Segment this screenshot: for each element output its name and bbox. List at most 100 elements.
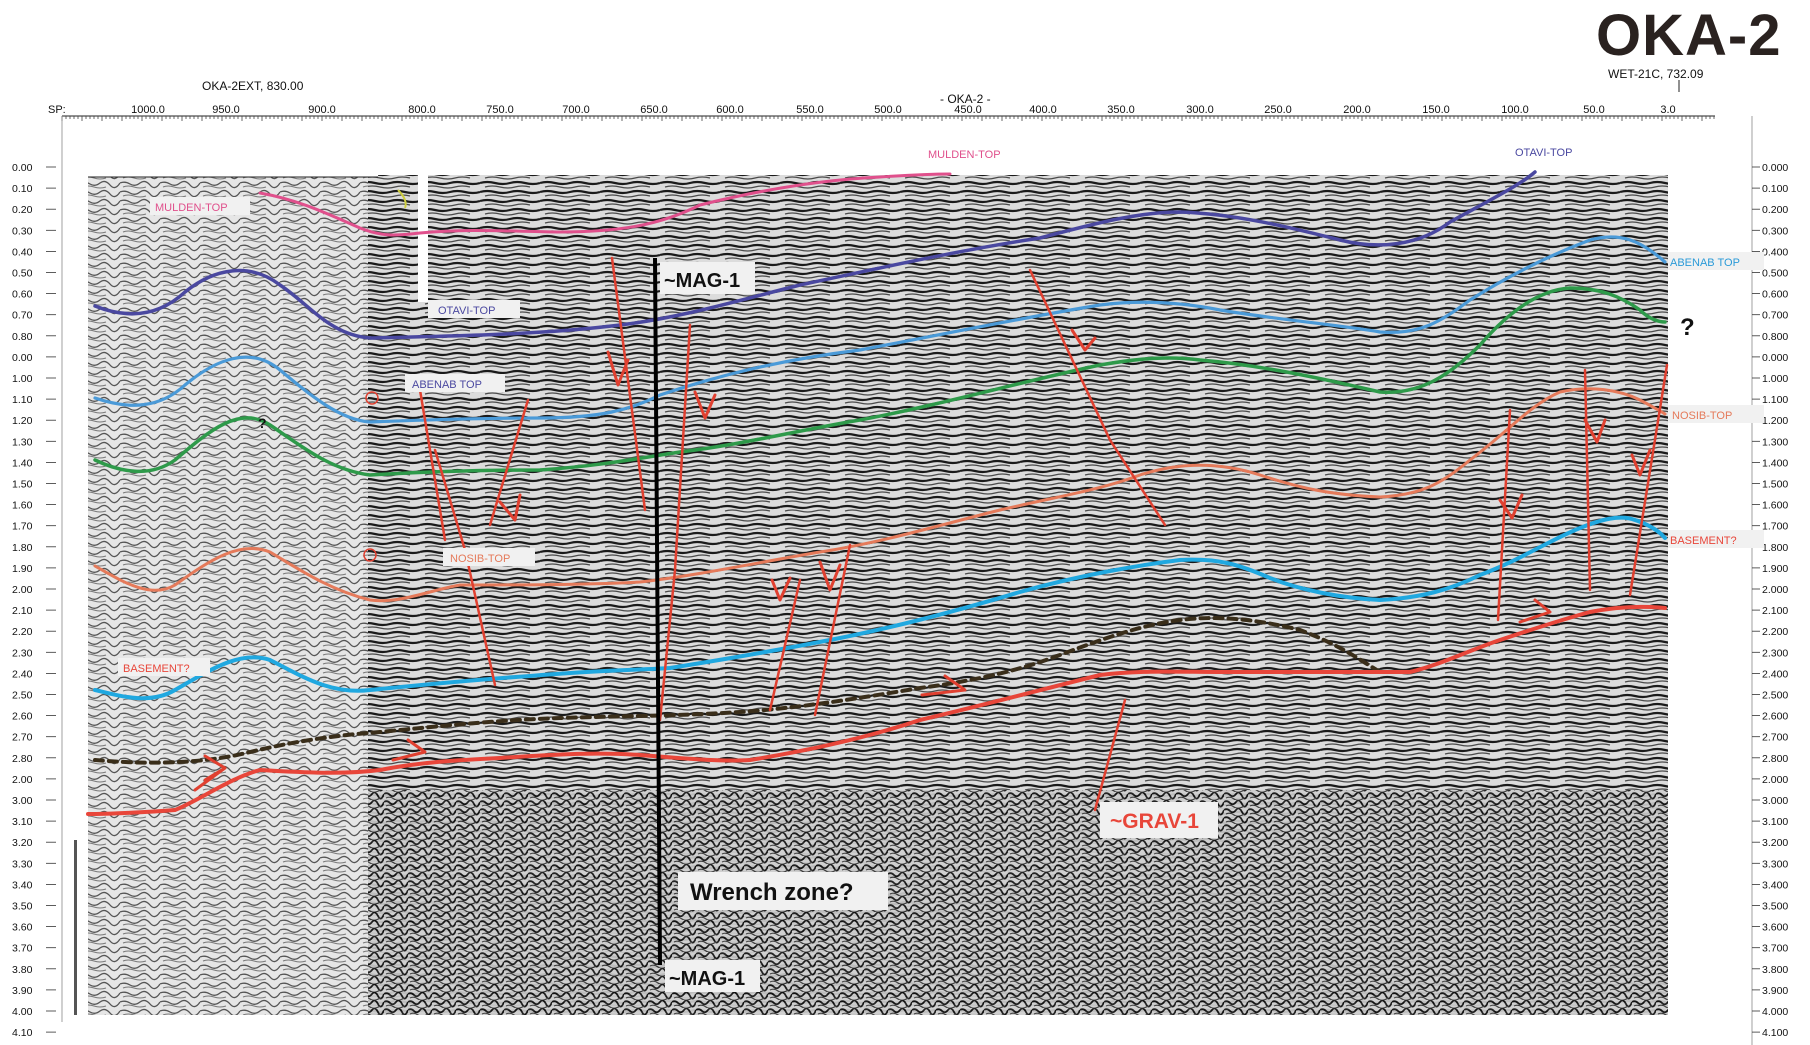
right-time-tick-label: 0.200 xyxy=(1762,204,1788,216)
fault-1 xyxy=(418,388,447,542)
sp-tick-label: 950.0 xyxy=(212,104,240,116)
label-abenab-left: ABENAB TOP xyxy=(412,379,482,391)
left-time-tick-label: 2.70 xyxy=(12,732,33,744)
sp-tick-label: 650.0 xyxy=(640,104,668,116)
marker-3 xyxy=(397,189,407,209)
left-time-tick-label: 0.00 xyxy=(12,162,33,174)
right-time-tick-label: 0.600 xyxy=(1762,289,1788,301)
marker-2 xyxy=(363,548,377,562)
left-time-tick-label: 1.50 xyxy=(12,479,33,491)
left-time-axis: 0.00 0.10 0.20 0.30 0.40 0.50 0.60 0.70 0.80 0.00… xyxy=(12,162,56,1039)
basement-left-box xyxy=(118,658,210,676)
left-time-tick-label: 2.00 xyxy=(12,584,33,596)
sp-tick-label: 150.0 xyxy=(1422,104,1450,116)
right-time-tick-label: 1.600 xyxy=(1762,500,1788,512)
fault-arrow-8 xyxy=(1583,418,1607,444)
grav-box xyxy=(1100,802,1218,838)
fault-arrow-2 xyxy=(606,350,630,387)
right-time-tick-label: 0.700 xyxy=(1762,310,1788,322)
left-time-tick-label: 3.90 xyxy=(12,985,33,997)
left-time-tick-label: 3.00 xyxy=(12,795,33,807)
seismic-top-blank xyxy=(88,163,378,177)
label-nosib-left: NOSIB-TOP xyxy=(450,553,510,565)
seismic-panel-deep xyxy=(368,790,1668,1015)
left-time-tick-label: 3.80 xyxy=(12,964,33,976)
right-time-tick-label: 2.200 xyxy=(1762,626,1788,638)
left-time-tick-label: 3.60 xyxy=(12,922,33,934)
basement-right-box xyxy=(1668,530,1764,548)
seismic-panel-left xyxy=(88,175,368,1015)
sp-tick-label: 350.0 xyxy=(1107,104,1135,116)
right-time-tick-label: 2.400 xyxy=(1762,668,1788,680)
right-time-tick-label: 2.800 xyxy=(1762,753,1788,765)
left-time-tick-label: 1.80 xyxy=(12,542,33,554)
fault-arrow-1 xyxy=(498,493,522,522)
right-time-tick-label: 2.500 xyxy=(1762,690,1788,702)
left-time-tick-label: 2.20 xyxy=(12,626,33,638)
fault-arrow-9 xyxy=(1630,448,1652,477)
fault-arrows xyxy=(193,328,1652,792)
marker-1 xyxy=(365,391,379,405)
left-time-tick-label: 1.60 xyxy=(12,500,33,512)
left-time-tick-label: 0.80 xyxy=(12,331,33,343)
fault-5 xyxy=(658,323,692,722)
fault-9 xyxy=(1093,698,1127,812)
fault-7 xyxy=(813,543,852,717)
fault-3 xyxy=(488,398,530,527)
right-time-tick-label: 4.100 xyxy=(1762,1027,1788,1039)
fault-4 xyxy=(610,256,647,512)
sp-tick-label: 1000.0 xyxy=(131,104,165,116)
sp-tick-label: 300.0 xyxy=(1186,104,1214,116)
left-time-tick-label: 0.00 xyxy=(12,352,33,364)
right-time-tick-label: 1.700 xyxy=(1762,521,1788,533)
right-time-tick-label: 2.300 xyxy=(1762,647,1788,659)
sp-axis-label: SP: xyxy=(48,104,66,116)
wrench-box xyxy=(678,872,888,910)
sp-tick-label: 700.0 xyxy=(562,104,590,116)
left-time-tick-label: 1.00 xyxy=(12,373,33,385)
right-time-tick-label: 1.500 xyxy=(1762,479,1788,491)
fault-arrow-4 xyxy=(770,576,792,602)
horizon-green xyxy=(93,286,1667,477)
horizon-abenab-top xyxy=(93,235,1667,424)
horizon-nosib-top xyxy=(93,387,1667,603)
fault-8 xyxy=(1028,268,1167,527)
sp-tick-label: 550.0 xyxy=(796,104,824,116)
right-time-tick-label: 0.000 xyxy=(1762,162,1788,174)
right-time-tick-label: 3.800 xyxy=(1762,964,1788,976)
left-time-tick-label: 2.60 xyxy=(12,711,33,723)
left-time-tick-label: 3.30 xyxy=(12,858,33,870)
left-time-tick-label: 1.10 xyxy=(12,394,33,406)
left-time-tick-label: 0.50 xyxy=(12,268,33,280)
fault-arrow-3 xyxy=(693,390,717,420)
left-time-tick-label: 1.90 xyxy=(12,563,33,575)
right-time-tick-label: 3.200 xyxy=(1762,837,1788,849)
seismic-left-edge xyxy=(74,840,77,1015)
left-time-tick-label: 4.00 xyxy=(12,1006,33,1018)
mag-bottom-label: ~MAG-1 xyxy=(669,968,745,990)
thrust-arrow-4 xyxy=(1518,598,1552,624)
sp-axis: SP: 1000.0 950.0 900.0 800.0 750.0 700.0 650.0 6… xyxy=(48,80,1753,1045)
wrench-zone-label: Wrench zone? xyxy=(690,879,854,906)
sp-tick-label: 200.0 xyxy=(1343,104,1371,116)
label-nosib-right: NOSIB-TOP xyxy=(1672,410,1732,422)
right-time-tick-label: 3.300 xyxy=(1762,858,1788,870)
sp-tick-label: 450.0 xyxy=(954,104,982,116)
right-time-tick-label: 1.100 xyxy=(1762,394,1788,406)
label-abenab-right: ABENAB TOP xyxy=(1670,257,1740,269)
right-time-tick-label: 0.400 xyxy=(1762,246,1788,258)
horizon-basement xyxy=(93,515,1667,701)
sp-tick-label: 400.0 xyxy=(1029,104,1057,116)
nosib-right-box xyxy=(1668,405,1764,423)
left-time-tick-label: 1.20 xyxy=(12,415,33,427)
question-mark-left: ? xyxy=(258,415,267,431)
left-time-tick-label: 0.10 xyxy=(12,183,33,195)
left-time-tick-label: 3.20 xyxy=(12,837,33,849)
right-time-tick-label: 1.200 xyxy=(1762,415,1788,427)
right-time-tick-label: 2.600 xyxy=(1762,711,1788,723)
right-time-tick-label: 3.500 xyxy=(1762,901,1788,913)
nosib-left-box xyxy=(443,548,535,566)
horizon-red-base xyxy=(86,604,1667,816)
mag-top-label: ~MAG-1 xyxy=(664,270,740,292)
